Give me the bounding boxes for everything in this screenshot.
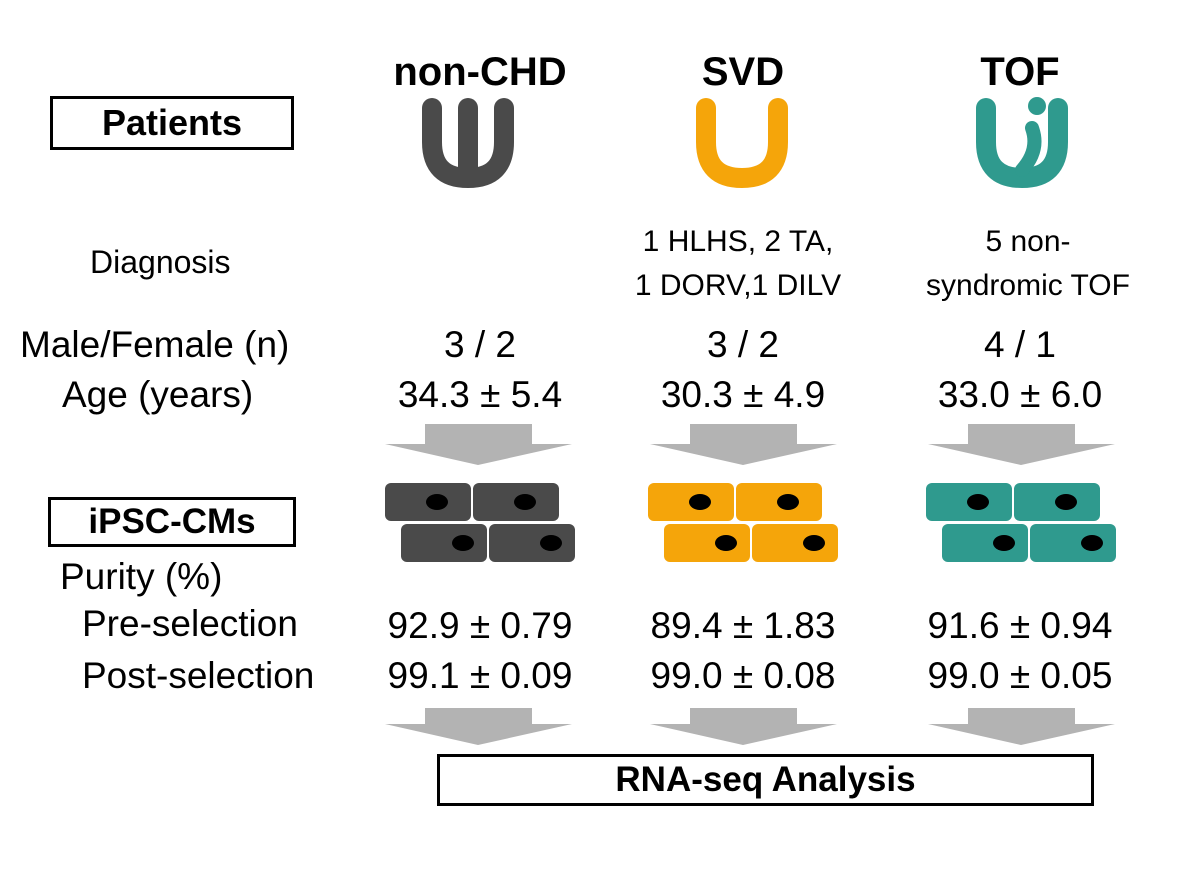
male-female-non-chd: 3 / 2	[444, 324, 516, 365]
header-non-chd: non-CHD	[393, 50, 567, 94]
male-female-tof: 4 / 1	[984, 324, 1056, 365]
cell-nucleus	[1081, 535, 1103, 551]
cell-nucleus	[715, 535, 737, 551]
tof-heart-icon	[976, 97, 1068, 189]
cell-body	[942, 524, 1028, 562]
down-arrow-icon	[385, 708, 572, 745]
age-non-chd: 34.3 ± 5.4	[397, 374, 563, 415]
down-arrow-icon	[650, 424, 837, 465]
cell-nucleus	[452, 535, 474, 551]
post-selection-label: Post-selection	[82, 655, 315, 696]
cell-nucleus	[1055, 494, 1077, 510]
purity-label: Purity (%)	[60, 556, 223, 597]
cell-nucleus	[777, 494, 799, 510]
down-arrow-icon	[650, 708, 837, 745]
cell-nucleus	[803, 535, 825, 551]
normal-heart-icon	[422, 98, 514, 189]
cell-nucleus	[514, 494, 536, 510]
cell-nucleus	[540, 535, 562, 551]
pre-tof: 91.6 ± 0.94	[927, 605, 1113, 646]
cardiomyocyte-cells-icon	[385, 483, 575, 562]
header-tof: TOF	[980, 50, 1060, 94]
pre-selection-label: Pre-selection	[82, 603, 298, 644]
age-label: Age (years)	[62, 374, 254, 415]
diagnosis-label: Diagnosis	[90, 244, 231, 280]
pre-svd: 89.4 ± 1.83	[650, 605, 836, 646]
cell-nucleus	[426, 494, 448, 510]
post-svd: 99.0 ± 0.08	[650, 655, 836, 696]
ipsc-box: iPSC-CMs	[48, 497, 296, 547]
cell-nucleus	[689, 494, 711, 510]
cell-body	[664, 524, 750, 562]
cardiomyocyte-cells-icon	[648, 483, 838, 562]
post-tof: 99.0 ± 0.05	[927, 655, 1113, 696]
header-svd: SVD	[701, 50, 785, 94]
cell-body	[401, 524, 487, 562]
cell-body	[489, 524, 575, 562]
male-female-label: Male/Female (n)	[20, 324, 290, 365]
diagnosis-svd-line1: 1 HLHS, 2 TA,	[642, 225, 834, 258]
rnaseq-box: RNA-seq Analysis	[437, 754, 1094, 806]
cell-nucleus	[967, 494, 989, 510]
cell-body	[752, 524, 838, 562]
patients-box: Patients	[50, 96, 294, 150]
cardiomyocyte-cells-icon	[926, 483, 1116, 562]
diagnosis-svd-line2: 1 DORV,1 DILV	[634, 269, 842, 302]
male-female-svd: 3 / 2	[707, 324, 779, 365]
patients-label: Patients	[101, 102, 243, 143]
down-arrow-icon	[928, 708, 1115, 745]
rnaseq-label: RNA-seq Analysis	[615, 760, 916, 799]
age-tof: 33.0 ± 6.0	[937, 374, 1103, 415]
ipsc-label: iPSC-CMs	[88, 502, 256, 541]
cell-nucleus	[993, 535, 1015, 551]
pre-non-chd: 92.9 ± 0.79	[387, 605, 573, 646]
diagnosis-tof-line1: 5 non-	[985, 225, 1071, 258]
diagnosis-tof-line2: syndromic TOF	[926, 269, 1130, 302]
down-arrow-icon	[928, 424, 1115, 465]
post-non-chd: 99.1 ± 0.09	[387, 655, 573, 696]
age-svd: 30.3 ± 4.9	[660, 374, 826, 415]
down-arrow-icon	[385, 424, 572, 465]
cell-body	[1030, 524, 1116, 562]
single-ventricle-heart-icon	[696, 98, 788, 189]
